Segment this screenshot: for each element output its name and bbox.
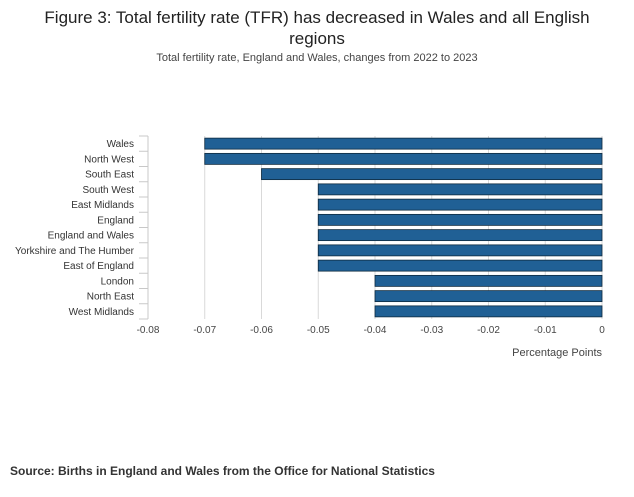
x-tick-label: 0 <box>599 325 605 336</box>
y-category-label: Yorkshire and The Humber <box>15 246 135 257</box>
chart-title: Figure 3: Total fertility rate (TFR) has… <box>44 8 590 48</box>
bar <box>374 305 603 318</box>
bar <box>317 183 603 196</box>
y-category-label: North East <box>87 292 134 303</box>
y-category-label: North West <box>84 154 134 165</box>
x-tick-label: -0.08 <box>137 325 160 336</box>
x-tick-label: -0.02 <box>477 325 500 336</box>
x-tick-label: -0.07 <box>193 325 216 336</box>
source-note: Source: Births in England and Wales from… <box>10 464 435 478</box>
chart-subtitle: Total fertility rate, England and Wales,… <box>156 52 478 64</box>
bar <box>317 229 603 242</box>
y-category-label: Wales <box>107 139 134 150</box>
y-axis-labels: Wales North West South East South West East … <box>15 139 135 318</box>
y-axis <box>139 135 149 320</box>
x-tick-label: -0.05 <box>307 325 330 336</box>
bar <box>204 152 603 165</box>
y-category-label: South East <box>85 170 134 181</box>
bar <box>204 137 603 150</box>
y-category-label: East of England <box>63 261 134 272</box>
bar <box>317 198 603 211</box>
x-tick-label: -0.04 <box>364 325 387 336</box>
bar <box>374 274 603 287</box>
bar <box>317 244 603 257</box>
y-category-label: England <box>97 215 134 226</box>
y-category-label: South West <box>82 185 134 196</box>
x-axis-labels: -0.08 -0.07 -0.06 -0.05 -0.04 -0.03 -0.02 -0.01… <box>137 325 606 336</box>
x-tick-label: -0.03 <box>420 325 443 336</box>
y-category-label: West Midlands <box>69 307 134 318</box>
bar <box>317 259 603 272</box>
y-category-label: England and Wales <box>48 231 134 242</box>
y-category-label: London <box>101 276 134 287</box>
x-tick-label: -0.06 <box>250 325 273 336</box>
bar <box>261 168 603 181</box>
bar <box>317 213 603 226</box>
x-axis-title: Percentage Points <box>512 347 602 359</box>
x-tick-label: -0.01 <box>534 325 557 336</box>
bars <box>204 137 603 318</box>
bar <box>374 290 603 303</box>
gridlines <box>204 136 603 319</box>
y-category-label: East Midlands <box>71 200 134 211</box>
